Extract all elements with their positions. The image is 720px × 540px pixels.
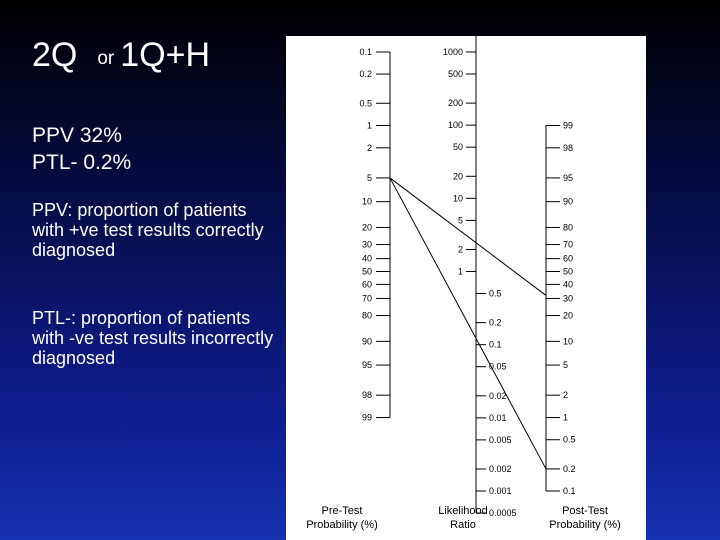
likelihood-ratio-tick-label: 0.5: [489, 289, 502, 299]
likelihood-ratio-label-line1: Likelihood: [438, 505, 488, 517]
likelihood-ratio-tick-label: 0.05: [489, 362, 507, 372]
likelihood-ratio-tick-label: 20: [453, 171, 463, 181]
posttest-tick-label: 5: [563, 360, 568, 370]
result-lines: [389, 177, 547, 470]
pretest-tick-label: 80: [362, 311, 372, 321]
pretest-tick-label: 95: [362, 360, 372, 370]
ppv-value: PPV 32%: [32, 124, 122, 147]
posttest-label-line1: Post-Test: [562, 505, 608, 517]
pretest-tick-label: 2: [367, 143, 372, 153]
slide-title: 2Q or 1Q+H: [32, 36, 210, 75]
pretest-tick-label: 5: [367, 173, 372, 183]
pretest-tick-label: 0.5: [359, 98, 372, 108]
posttest-tick-label: 2: [563, 390, 568, 400]
result-line: [389, 177, 547, 296]
posttest-tick-label: 60: [563, 254, 573, 264]
posttest-tick-label: 99: [563, 120, 573, 130]
posttest-tick-label: 0.1: [563, 486, 576, 496]
ppv-definition-text: : proportion of patients with +ve test r…: [32, 200, 264, 260]
posttest-tick-label: 10: [563, 336, 573, 346]
pretest-tick-label: 10: [362, 197, 372, 207]
posttest-label-line2: Probability (%): [549, 519, 621, 531]
pretest-tick-label: 50: [362, 267, 372, 277]
posttest-tick-label: 1: [563, 413, 568, 423]
ppv-definition: PPV: proportion of patients with +ve tes…: [32, 200, 282, 260]
nomogram-background: [286, 36, 646, 540]
posttest-tick-label: 70: [563, 240, 573, 250]
posttest-tick-label: 98: [563, 143, 573, 153]
pretest-tick-label: 0.1: [359, 47, 372, 57]
posttest-tick-label: 95: [563, 173, 573, 183]
likelihood-ratio-tick-label: 0.01: [489, 413, 507, 423]
posttest-tick-label: 50: [563, 267, 573, 277]
result-line: [389, 177, 547, 470]
likelihood-ratio-tick-label: 200: [448, 98, 463, 108]
title-alt: 1Q+H: [120, 36, 211, 74]
posttest-tick-label: 20: [563, 311, 573, 321]
ptl-term: PTL-: [32, 308, 72, 328]
ptl-definition: PTL-: proportion of patients with -ve te…: [32, 308, 282, 368]
likelihood-ratio-tick-label: 500: [448, 69, 463, 79]
pretest-tick-label: 1: [367, 120, 372, 130]
likelihood-ratio-label-line2: Ratio: [450, 519, 476, 531]
likelihood-ratio-tick-label: 0.1: [489, 340, 502, 350]
posttest-tick-label: 80: [563, 222, 573, 232]
pretest-tick-label: 98: [362, 390, 372, 400]
likelihood-ratio-tick-label: 0.2: [489, 318, 502, 328]
pretest-label-line1: Pre-Test: [322, 505, 363, 517]
pretest-label-line2: Probability (%): [306, 519, 378, 531]
likelihood-ratio-tick-label: 1000: [443, 47, 463, 57]
pretest-tick-label: 20: [362, 222, 372, 232]
pretest-tick-label: 90: [362, 336, 372, 346]
result-stats: PPV 32% PTL- 0.2%: [32, 122, 131, 176]
likelihood-ratio-tick-label: 0.02: [489, 391, 507, 401]
likelihood-ratio-tick-label: 5: [458, 215, 463, 225]
ptl-definition-text: : proportion of patients with -ve test r…: [32, 308, 274, 368]
posttest-ticks: 99 98 95 90 80 70 60 50 40 30 20 10 5 2 1 0.5 0.2 0.1: [546, 120, 576, 496]
posttest-tick-label: 40: [563, 279, 573, 289]
likelihood-ratio-tick-label: 100: [448, 120, 463, 130]
posttest-tick-label: 30: [563, 293, 573, 303]
title-connector: or: [97, 48, 115, 69]
pretest-tick-label: 70: [362, 293, 372, 303]
likelihood-ratio-tick-label: 10: [453, 193, 463, 203]
likelihood-ratio-tick-label: 1: [458, 267, 463, 277]
title-main: 2Q: [32, 36, 78, 74]
pretest-tick-label: 99: [362, 413, 372, 423]
ppv-term: PPV: [32, 200, 68, 220]
posttest-tick-label: 0.2: [563, 464, 576, 474]
likelihood-ratio-tick-label: 0.005: [489, 435, 512, 445]
posttest-tick-label: 90: [563, 197, 573, 207]
likelihood-ratio-tick-label: 2: [458, 244, 463, 254]
pretest-tick-label: 60: [362, 279, 372, 289]
likelihood-ratio-ticks: 200010005002001005020105210.50.20.10.050…: [443, 47, 517, 518]
pretest-ticks: 0.1 0.2 0.5 1 2 5 10 20 30 40 50 60 70 80 90 95 98 99: [359, 47, 390, 423]
ptl-value: PTL- 0.2%: [32, 151, 132, 174]
likelihood-ratio-tick-label: 0.002: [489, 464, 512, 474]
pretest-tick-label: 40: [362, 254, 372, 264]
likelihood-ratio-tick-label: 0.0005: [489, 508, 517, 518]
pretest-tick-label: 0.2: [359, 69, 372, 79]
pretest-tick-label: 30: [362, 240, 372, 250]
posttest-tick-label: 0.5: [563, 435, 576, 445]
likelihood-ratio-tick-label: 50: [453, 142, 463, 152]
likelihood-ratio-tick-label: 0.001: [489, 486, 512, 496]
